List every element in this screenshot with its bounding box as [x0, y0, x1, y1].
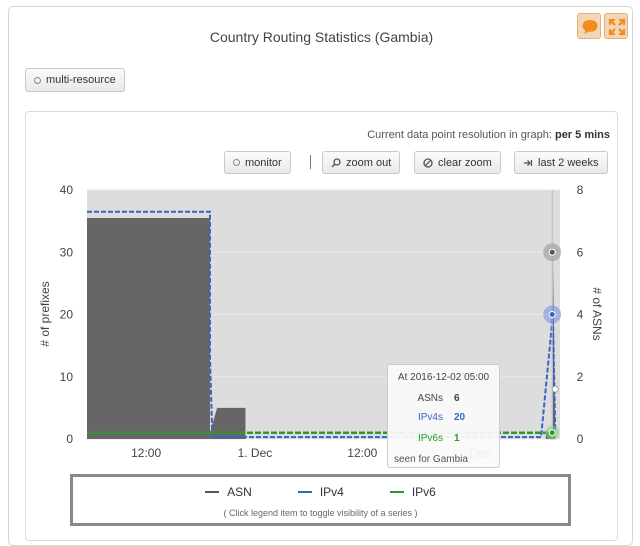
legend-swatch	[389, 491, 404, 493]
magnifier-icon	[331, 157, 341, 168]
tooltip-ipv4-label: IPv4s	[417, 412, 443, 423]
legend-hint: ( Click legend item to toggle visibility…	[223, 508, 418, 518]
circle-icon	[34, 76, 41, 84]
tooltip-asn-label: ASNs	[417, 393, 443, 404]
expand-arrows-icon	[608, 18, 626, 36]
last-2-weeks-button[interactable]: last 2 weeks	[514, 151, 608, 174]
speech-bubble-icon	[582, 20, 598, 34]
chart-legend: ASN IPv4 IPv6 ( Click legend item to toggl…	[70, 474, 571, 526]
circle-icon	[233, 159, 240, 166]
widget-title: Country Routing Statistics (Gambia)	[209, 29, 434, 45]
legend-item-label: IPv4	[319, 485, 344, 499]
zoom-out-label: zoom out	[346, 156, 392, 169]
legend-items: ASN IPv4 IPv6	[73, 485, 568, 499]
zoom-out-button[interactable]: zoom out	[322, 151, 401, 174]
tooltip-asn-value: 6	[454, 393, 460, 404]
resolution-info: Current data point resolution in graph: …	[367, 129, 610, 141]
tooltip-header: At 2016-12-02 05:00	[397, 372, 490, 383]
legend-item-label: ASN	[227, 485, 252, 499]
clear-zoom-label: clear zoom	[438, 156, 492, 169]
feedback-button[interactable]	[577, 13, 601, 39]
legend-item-asn[interactable]: ASN	[205, 485, 252, 499]
multi-resource-button[interactable]: multi-resource	[25, 68, 125, 92]
monitor-button[interactable]: monitor	[224, 151, 291, 174]
arrow-to-end-icon	[524, 159, 533, 166]
multi-resource-label: multi-resource	[46, 74, 116, 86]
monitor-label: monitor	[245, 156, 282, 169]
tooltip-ipv6-label: IPv6s	[417, 433, 443, 444]
legend-swatch	[297, 491, 312, 493]
ban-icon	[423, 157, 433, 168]
legend-swatch	[205, 491, 220, 493]
data-tooltip: At 2016-12-02 05:00 ASNs 6 IPv4s 20 IPv6…	[387, 364, 500, 468]
last-2-weeks-label: last 2 weeks	[538, 156, 599, 169]
toolbar-separator	[310, 155, 311, 169]
clear-zoom-button[interactable]: clear zoom	[414, 151, 501, 174]
tooltip-ipv6-value: 1	[454, 433, 460, 444]
resolution-value: per 5 mins	[554, 129, 610, 141]
resolution-prefix: Current data point resolution in graph:	[367, 129, 552, 141]
legend-item-label: IPv6	[411, 485, 436, 499]
tooltip-footer: seen for Gambia	[394, 454, 468, 465]
tooltip-ipv4-value: 20	[454, 412, 466, 423]
fullscreen-button[interactable]	[604, 13, 628, 39]
legend-item-ipv6[interactable]: IPv6	[389, 485, 436, 499]
legend-item-ipv4[interactable]: IPv4	[297, 485, 344, 499]
